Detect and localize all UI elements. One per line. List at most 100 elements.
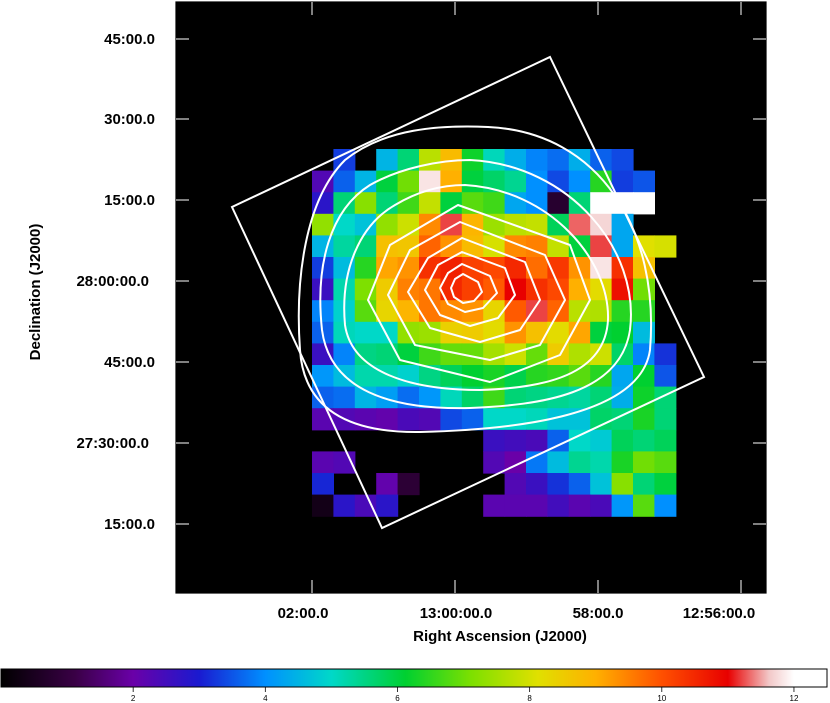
- heatmap-cell: [547, 192, 570, 215]
- heatmap-cell: [333, 213, 356, 236]
- heatmap-cell: [354, 192, 377, 215]
- heatmap-cell: [354, 494, 377, 517]
- contour-7: [424, 251, 516, 327]
- heatmap-cell: [333, 494, 356, 517]
- heatmap-cell: [590, 386, 613, 409]
- heatmap-cell: [611, 429, 634, 452]
- heatmap-cell: [547, 494, 570, 517]
- heatmap-cell: [419, 170, 441, 193]
- heatmap-cell: [633, 170, 655, 193]
- heatmap-cell: [547, 149, 570, 172]
- colorbar-tick-label: 2: [131, 694, 136, 703]
- heatmap-cell: [483, 494, 506, 517]
- heatmap-cell: [354, 343, 377, 366]
- heatmap-cell: [376, 408, 399, 431]
- heatmap-cell: [312, 343, 334, 366]
- heatmap-cell: [611, 494, 634, 517]
- heatmap-cell: [419, 278, 441, 301]
- heatmap-cell: [397, 213, 420, 236]
- heatmap-cell: [397, 300, 420, 323]
- heatmap-cell: [376, 170, 399, 193]
- heatmap-cell: [611, 170, 634, 193]
- field-of-view-outline: [230, 55, 706, 530]
- heatmap-cell: [568, 213, 591, 236]
- heatmap-cell: [611, 408, 634, 431]
- heatmap-cell: [590, 321, 613, 344]
- heatmap-cell: [483, 408, 506, 431]
- contour-9: [450, 273, 483, 304]
- heatmap-cell: [354, 365, 377, 388]
- x-axis-title: Right Ascension (J2000): [413, 628, 587, 645]
- y-tick-label: 30:00.0: [104, 111, 155, 128]
- heatmap-cell: [568, 192, 591, 215]
- heatmap-cell: [419, 192, 441, 215]
- heatmap-cell: [504, 300, 527, 323]
- heatmap-cell: [611, 235, 634, 258]
- heatmap-cell: [440, 192, 463, 215]
- heatmap-cell: [461, 386, 484, 409]
- heatmap-cell: [611, 300, 634, 323]
- heatmap-cell: [440, 386, 463, 409]
- heatmap-cell: [504, 278, 527, 301]
- heatmap-cell: [526, 257, 548, 280]
- heatmap-cell: [376, 192, 399, 215]
- heatmap-cell: [397, 365, 420, 388]
- heatmap-cell: [547, 213, 570, 236]
- heatmap-cell: [633, 365, 655, 388]
- heatmap-cell: [376, 149, 399, 172]
- heatmap-cell: [419, 321, 441, 344]
- heatmap-cell: [611, 149, 634, 172]
- heatmap-cell: [654, 494, 677, 517]
- heatmap-cell: [547, 365, 570, 388]
- heatmap-cell: [397, 235, 420, 258]
- heatmap-cell: [568, 494, 591, 517]
- heatmap-cell: [461, 408, 484, 431]
- heatmap-cell: [354, 278, 377, 301]
- heatmap-cell: [654, 365, 677, 388]
- y-axis-title: Declination (J2000): [27, 224, 44, 361]
- contour-4: [367, 204, 591, 383]
- heatmap-cell: [333, 257, 356, 280]
- heatmap-cell: [590, 494, 613, 517]
- contour-1: [297, 125, 652, 434]
- heatmap-cell: [333, 321, 356, 344]
- colorbar-ticks: 2 4 6 8 10 12: [131, 687, 799, 703]
- heatmap-cell: [590, 257, 613, 280]
- heatmap-cell: [504, 494, 527, 517]
- colorbar-tick-label: 10: [657, 694, 666, 703]
- heatmap-cell: [654, 343, 677, 366]
- contour-5: [387, 221, 566, 361]
- heatmap-cell: [461, 213, 484, 236]
- heatmap-cell: [526, 235, 548, 258]
- plot-frame: [175, 1, 767, 594]
- heatmap-cell: [333, 343, 356, 366]
- heatmap-cell: [654, 429, 677, 452]
- heatmap-cell: [654, 408, 677, 431]
- plot-tick-marks: [176, 2, 766, 593]
- heatmap-cell: [526, 386, 548, 409]
- heatmap-cell: [590, 192, 613, 215]
- heatmap-cell: [633, 192, 655, 215]
- heatmap-cell: [547, 170, 570, 193]
- heatmap-cell: [333, 386, 356, 409]
- heatmap-cell: [611, 473, 634, 496]
- heatmap-cell: [440, 213, 463, 236]
- heatmap-cell: [568, 429, 591, 452]
- heatmap-cell: [419, 386, 441, 409]
- heatmap-cell: [376, 386, 399, 409]
- heatmap-cell: [419, 365, 441, 388]
- heatmap-cell: [526, 365, 548, 388]
- heatmap-cell: [611, 365, 634, 388]
- heatmap-cell: [376, 343, 399, 366]
- heatmap-cell: [483, 386, 506, 409]
- x-tick-label: 02:00.0: [278, 605, 329, 622]
- contour-3: [343, 184, 610, 391]
- heatmap-cell: [611, 386, 634, 409]
- heatmap-cell: [483, 343, 506, 366]
- heatmap-cell: [633, 343, 655, 366]
- heatmap-cell: [376, 494, 399, 517]
- heatmap-cell: [547, 451, 570, 474]
- heatmap-cell: [504, 343, 527, 366]
- heatmap-cell: [611, 451, 634, 474]
